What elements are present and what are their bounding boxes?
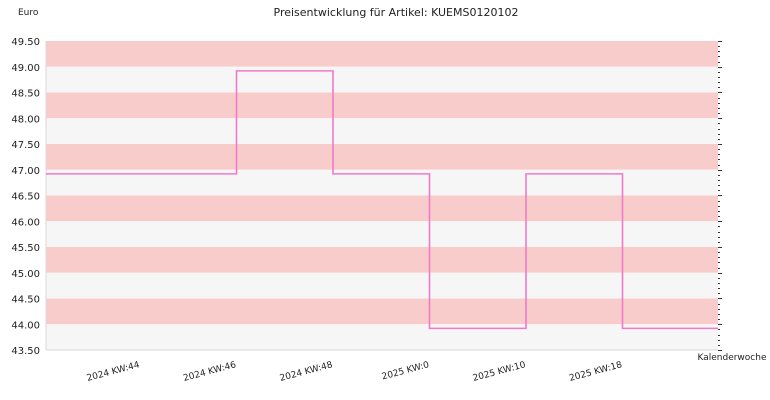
series-group xyxy=(45,70,718,330)
y-tick-label: 45.50 xyxy=(11,243,40,254)
plot-band xyxy=(46,144,718,170)
x-tick-label: 2024 KW:46 xyxy=(182,360,237,384)
y-axis: 49.50 49.00 48.50 48.00 47.50 47.00 46.50 46.00… xyxy=(11,37,40,357)
plot-band xyxy=(46,298,718,325)
y-tick-label: 48.00 xyxy=(11,114,40,125)
x-tick-label: 2025 KW:0 xyxy=(381,360,431,382)
x-tick-label: 2025 KW:10 xyxy=(472,360,527,384)
series-line xyxy=(46,70,718,330)
y-tick-label: 48.50 xyxy=(11,89,40,100)
y-tick-label: 45.00 xyxy=(11,269,40,280)
plot-band xyxy=(46,41,718,67)
plot-band xyxy=(46,272,718,299)
y-tick-label: 47.50 xyxy=(11,140,40,151)
plot-band xyxy=(46,324,718,350)
y-tick-label: 44.00 xyxy=(11,320,40,331)
plot-band xyxy=(46,92,718,119)
y-tick-label: 44.50 xyxy=(11,295,40,306)
x-axis-label: Kalenderwoche xyxy=(697,353,766,363)
y-axis-label: Euro xyxy=(18,8,39,18)
x-tick-label: 2024 KW:44 xyxy=(86,360,141,384)
plot-band xyxy=(46,118,718,144)
x-tick-label: 2024 KW:48 xyxy=(279,360,334,384)
chart-title: Preisentwicklung für Artikel: KUEMS01201… xyxy=(274,6,519,19)
plot-band xyxy=(46,66,718,93)
x-tick-label: 2025 KW:18 xyxy=(568,360,623,384)
plot-band xyxy=(46,195,718,222)
y-tick-label: 43.50 xyxy=(11,346,40,357)
y-tick-label: 49.50 xyxy=(11,37,40,48)
y-tick-label: 47.00 xyxy=(11,166,40,177)
plot-bands xyxy=(46,41,718,350)
plot-band xyxy=(46,221,718,247)
plot-band xyxy=(46,247,718,273)
y-tick-label: 49.00 xyxy=(11,63,40,74)
x-axis: 2024 KW:44 2024 KW:46 2024 KW:48 2025 KW:0 2… xyxy=(86,360,624,384)
y-tick-label: 46.50 xyxy=(11,192,40,203)
y-tick-label: 46.00 xyxy=(11,217,40,228)
plot-frame xyxy=(45,41,722,351)
